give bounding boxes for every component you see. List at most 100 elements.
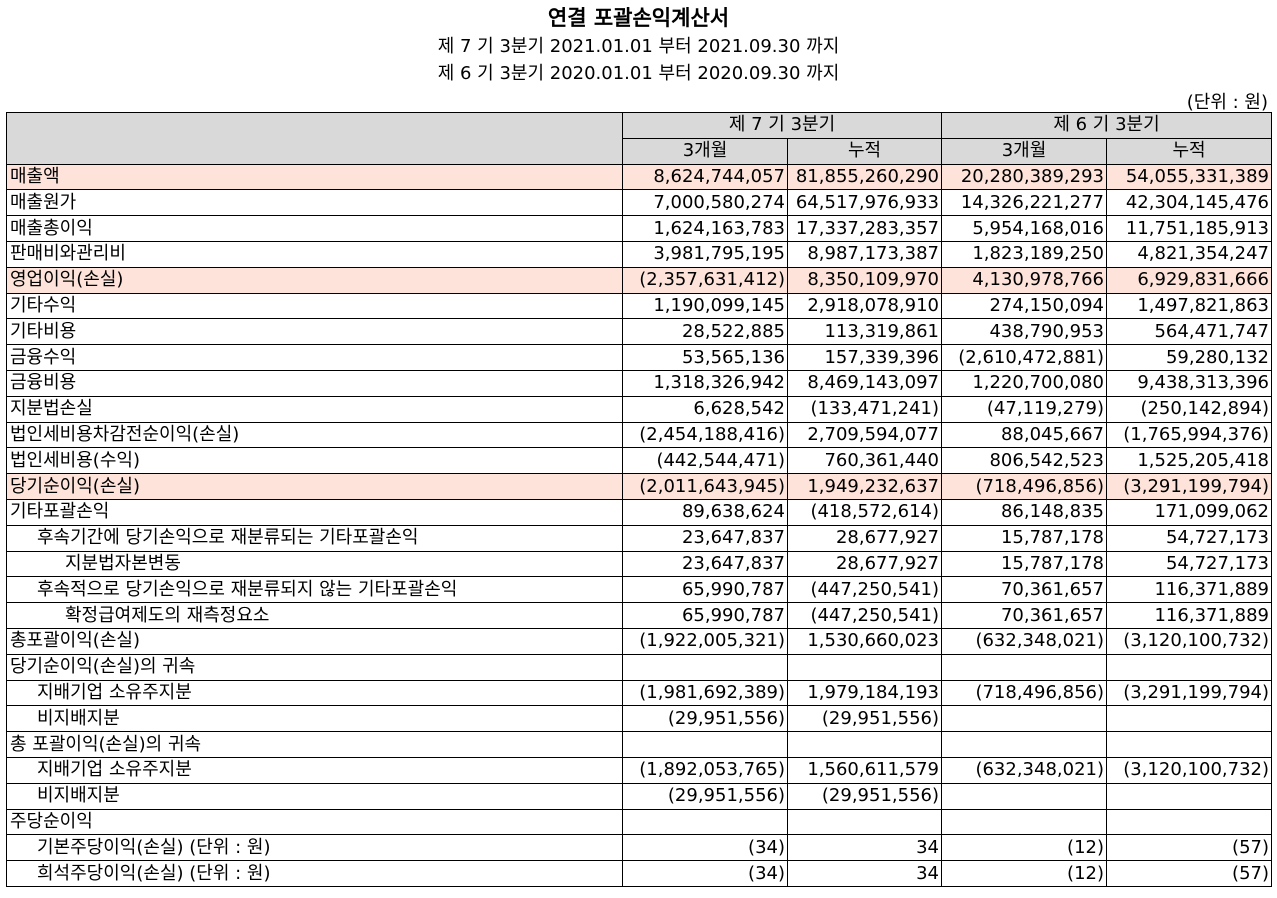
table-row: 금융수익 53,565,136 157,339,396 (2,610,472,881)… xyxy=(6,344,1272,371)
value-cell: 8,469,143,097 xyxy=(787,369,942,397)
value-cell xyxy=(1106,808,1272,836)
value-cell: 15,787,178 xyxy=(941,524,1107,552)
table-row: 지배기업 소유주지분 (1,892,053,765) 1,560,611,579 (6… xyxy=(6,756,1272,784)
value-cell: (418,572,614) xyxy=(787,498,942,526)
value-cell: 88,045,667 xyxy=(941,421,1107,449)
table-row: 기본주당이익(손실) (단위 : 원) (34) 34 (12) (57) xyxy=(6,834,1272,862)
value-cell xyxy=(941,705,1107,733)
row-label: 판매비와관리비 xyxy=(6,240,623,268)
value-cell: (29,951,556) xyxy=(622,782,788,810)
value-cell: (2,011,643,945) xyxy=(622,473,788,500)
value-cell: 34 xyxy=(787,834,942,862)
statement-title: 연결 포괄손익계산서 xyxy=(547,6,730,30)
row-label: 기본주당이익(손실) (단위 : 원) xyxy=(6,834,623,862)
value-cell: (34) xyxy=(622,834,788,862)
value-cell: 7,000,580,274 xyxy=(622,189,788,217)
value-cell: (34) xyxy=(622,860,788,887)
row-label: 매출총이익 xyxy=(6,215,623,242)
table-row: 매출원가 7,000,580,274 64,517,976,933 14,326,22… xyxy=(6,189,1272,217)
row-label: 비지배지분 xyxy=(6,782,623,810)
value-cell: 20,280,389,293 xyxy=(941,163,1107,191)
value-cell: (442,544,471) xyxy=(622,447,788,475)
value-cell: (12) xyxy=(941,860,1107,887)
value-cell: 28,677,927 xyxy=(787,524,942,552)
value-cell: 274,150,094 xyxy=(941,292,1107,320)
row-label: 지배기업 소유주지분 xyxy=(6,679,623,707)
value-cell: 81,855,260,290 xyxy=(787,163,942,191)
row-label: 지분법손실 xyxy=(6,395,623,423)
table-row: 당기순이익(손실)의 귀속 xyxy=(6,653,1272,681)
value-cell: (2,454,188,416) xyxy=(622,421,788,449)
row-label: 확정급여제도의 재측정요소 xyxy=(6,602,623,629)
value-cell: 1,190,099,145 xyxy=(622,292,788,320)
row-label: 기타수익 xyxy=(6,292,623,320)
table-row: 주당순이익 xyxy=(6,808,1272,836)
value-cell xyxy=(941,653,1107,681)
value-cell: 8,350,109,970 xyxy=(787,266,942,294)
row-label: 총 포괄이익(손실)의 귀속 xyxy=(6,731,623,758)
table-row: 후속기간에 당기손익으로 재분류되는 기타포괄손익 23,647,837 28,67… xyxy=(6,524,1272,552)
value-cell xyxy=(622,808,788,836)
period-prior-subtitle: 제 6 기 3분기 2020.01.01 부터 2020.09.30 까지 xyxy=(437,63,840,84)
value-cell: 9,438,313,396 xyxy=(1106,369,1272,397)
value-cell: 34 xyxy=(787,860,942,887)
value-cell: 17,337,283,357 xyxy=(787,215,942,242)
value-cell: 4,130,978,766 xyxy=(941,266,1107,294)
value-cell: 2,918,078,910 xyxy=(787,292,942,320)
row-label: 매출액 xyxy=(6,163,623,191)
value-cell: 11,751,185,913 xyxy=(1106,215,1272,242)
value-cell: 806,542,523 xyxy=(941,447,1107,475)
value-cell: 65,990,787 xyxy=(622,602,788,629)
value-cell xyxy=(787,731,942,758)
value-cell: 6,628,542 xyxy=(622,395,788,423)
value-cell: 1,624,163,783 xyxy=(622,215,788,242)
value-cell: 2,709,594,077 xyxy=(787,421,942,449)
row-label: 금융수익 xyxy=(6,344,623,371)
row-label: 총포괄이익(손실) xyxy=(6,627,623,655)
row-label: 후속기간에 당기손익으로 재분류되는 기타포괄손익 xyxy=(6,524,623,552)
value-cell: 23,647,837 xyxy=(622,550,788,578)
value-cell: (250,142,894) xyxy=(1106,395,1272,423)
value-cell: 1,560,611,579 xyxy=(787,756,942,784)
row-label: 기타포괄손익 xyxy=(6,498,623,526)
header-current-cumulative: 누적 xyxy=(787,137,942,165)
table-row: 당기순이익(손실) (2,011,643,945) 1,949,232,637 (71… xyxy=(6,473,1272,500)
value-cell: (133,471,241) xyxy=(787,395,942,423)
value-cell: (718,496,856) xyxy=(941,679,1107,707)
value-cell: (1,765,994,376) xyxy=(1106,421,1272,449)
value-cell: 1,823,189,250 xyxy=(941,240,1107,268)
header-row-columns: 3개월 누적 3개월 누적 xyxy=(7,137,1272,165)
table-row: 영업이익(손실) (2,357,631,412) 8,350,109,970 4,13… xyxy=(6,266,1272,294)
value-cell: (3,120,100,732) xyxy=(1106,627,1272,655)
value-cell: (3,291,199,794) xyxy=(1106,473,1272,500)
income-statement-table: 제 7 기 3분기 제 6 기 3분기 3개월 누적 3개월 누적 매출액 8,6… xyxy=(6,112,1272,887)
value-cell: (3,291,199,794) xyxy=(1106,679,1272,707)
table-row: 기타비용 28,522,885 113,319,861 438,790,953 564,… xyxy=(6,318,1272,346)
value-cell: (1,892,053,765) xyxy=(622,756,788,784)
value-cell: 54,727,173 xyxy=(1106,550,1272,578)
value-cell: 1,979,184,193 xyxy=(787,679,942,707)
value-cell: 5,954,168,016 xyxy=(941,215,1107,242)
value-cell xyxy=(1106,705,1272,733)
value-cell xyxy=(941,731,1107,758)
value-cell: 42,304,145,476 xyxy=(1106,189,1272,217)
table-row: 후속적으로 당기손익으로 재분류되지 않는 기타포괄손익 65,990,787 (4… xyxy=(6,576,1272,604)
table-row: 희석주당이익(손실) (단위 : 원) (34) 34 (12) (57) xyxy=(6,860,1272,887)
value-cell: 28,522,885 xyxy=(622,318,788,346)
value-cell: (29,951,556) xyxy=(787,782,942,810)
value-cell: 438,790,953 xyxy=(941,318,1107,346)
table-row: 지배기업 소유주지분 (1,981,692,389) 1,979,184,193 (7… xyxy=(6,679,1272,707)
row-label: 지분법자본변동 xyxy=(6,550,623,578)
value-cell xyxy=(1106,731,1272,758)
value-cell xyxy=(622,731,788,758)
row-label: 당기순이익(손실) xyxy=(6,473,623,500)
value-cell: 6,929,831,666 xyxy=(1106,266,1272,294)
header-period-prior: 제 6 기 3분기 xyxy=(941,112,1272,139)
table-row: 법인세비용(수익) (442,544,471) 760,361,440 806,542… xyxy=(6,447,1272,475)
value-cell: 70,361,657 xyxy=(941,602,1107,629)
value-cell: 4,821,354,247 xyxy=(1106,240,1272,268)
header-blank-cell xyxy=(6,112,623,165)
table-row: 금융비용 1,318,326,942 8,469,143,097 1,220,700,… xyxy=(6,369,1272,397)
value-cell: 15,787,178 xyxy=(941,550,1107,578)
value-cell: 8,624,744,057 xyxy=(622,163,788,191)
